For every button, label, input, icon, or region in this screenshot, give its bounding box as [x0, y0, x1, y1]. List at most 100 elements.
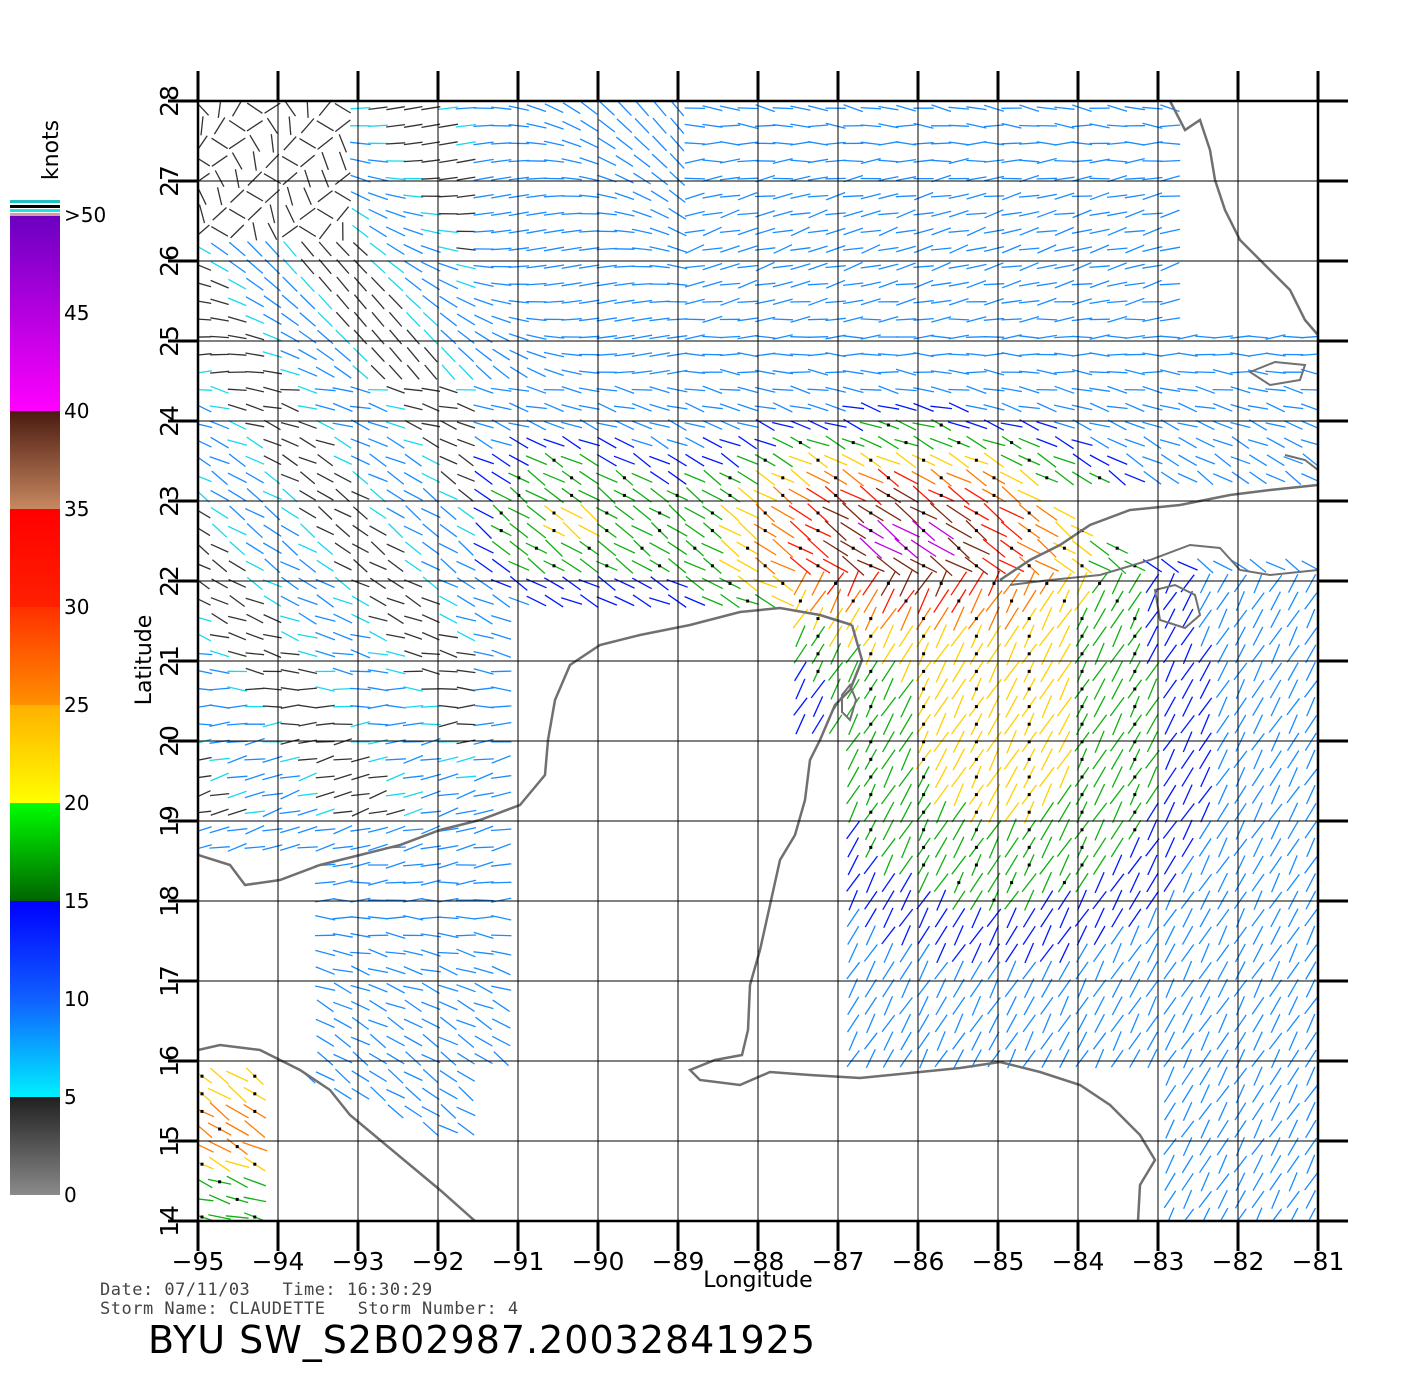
rain-flag-dot: [1027, 828, 1031, 832]
wind-vector: [405, 311, 421, 327]
wind-vector: [1071, 335, 1093, 339]
wind-vector: [299, 558, 317, 573]
wind-vector: [404, 632, 423, 640]
wind-vector: [918, 1048, 929, 1069]
wind-vector: [1177, 352, 1198, 357]
wind-vector: [1092, 979, 1107, 998]
wind-vector: [1058, 1031, 1070, 1051]
wind-vector: [597, 402, 617, 413]
wind-vector: [737, 317, 758, 322]
wind-vector: [789, 420, 811, 430]
wind-vector: [1163, 1050, 1177, 1068]
wind-vector: [440, 329, 457, 345]
wind-vector: [1142, 370, 1163, 374]
wind-vector: [1036, 318, 1058, 321]
rain-flag-dot: [974, 617, 978, 621]
wind-vector: [1018, 370, 1040, 374]
wind-vector: [386, 436, 405, 449]
wind-vector: [210, 543, 229, 553]
wind-vector: [198, 187, 207, 205]
wind-vector: [367, 722, 389, 726]
wind-vector: [334, 1034, 352, 1048]
wind-vector: [1018, 159, 1040, 163]
wind-vector: [1057, 1014, 1072, 1033]
wind-vector: [986, 908, 1002, 928]
wind-vector: [966, 192, 987, 200]
wind-vector: [809, 590, 827, 612]
wind-vector: [491, 298, 512, 305]
wind-vector: [1177, 334, 1198, 340]
wind-vector: [243, 1177, 267, 1187]
wind-vector: [368, 402, 388, 413]
wind-vector: [1017, 489, 1042, 502]
wind-vector: [719, 105, 741, 112]
wind-vector: [702, 123, 723, 128]
wind-vector: [1251, 733, 1265, 751]
wind-vector: [1265, 334, 1286, 340]
rain-flag-dot: [939, 423, 943, 427]
wind-vector: [793, 571, 808, 596]
wind-vector: [895, 176, 917, 182]
wind-vector: [473, 846, 494, 849]
wind-vector: [1253, 1119, 1263, 1139]
wind-vector: [332, 862, 354, 868]
wind-vector: [385, 825, 406, 834]
wind-vector: [614, 437, 635, 448]
wind-vector: [315, 404, 336, 411]
wind-vector: [596, 317, 618, 322]
wind-vector: [1230, 335, 1251, 339]
wind-vector: [226, 775, 248, 779]
wind-vector: [966, 316, 987, 323]
wind-vector: [351, 207, 370, 220]
wind-vector: [1234, 626, 1246, 646]
wind-vector: [314, 881, 336, 885]
wind-vector: [198, 353, 212, 356]
rain-flag-dot: [1027, 511, 1031, 515]
wind-vector: [806, 471, 830, 485]
rain-flag-dot: [957, 441, 961, 445]
wind-vector: [983, 229, 1005, 234]
wind-vector: [1106, 405, 1128, 410]
wind-vector: [334, 1068, 351, 1084]
wind-vector: [1036, 297, 1057, 306]
wind-vector: [369, 1033, 387, 1049]
isle-of-youth: [1153, 583, 1202, 630]
wind-vector: [966, 385, 987, 395]
wind-vector: [1054, 122, 1075, 129]
wind-vector: [667, 335, 688, 339]
wind-vector: [1041, 606, 1053, 631]
wind-vector: [421, 472, 441, 483]
wind-vector: [719, 124, 741, 128]
wind-vector: [984, 297, 1004, 306]
rain-flag-dot: [974, 775, 978, 779]
wind-vector: [1146, 1031, 1158, 1051]
wind-vector: [1290, 1207, 1299, 1221]
rain-flag-dot: [253, 1215, 257, 1219]
wind-vector: [543, 420, 565, 430]
wind-vector: [526, 282, 547, 286]
wind-vector: [491, 106, 512, 110]
wind-vector: [1196, 558, 1214, 574]
wind-vector: [825, 386, 846, 393]
rain-flag-dot: [1027, 705, 1031, 709]
wind-vector: [1094, 590, 1106, 612]
wind-vector: [883, 942, 894, 964]
wind-vector: [560, 455, 583, 465]
wind-vector: [1054, 335, 1075, 339]
wind-vector: [1088, 560, 1111, 572]
wind-vector: [579, 317, 600, 322]
wind-vector: [246, 259, 264, 274]
wind-vector: [198, 669, 213, 675]
wind-vector: [210, 335, 229, 339]
wind-vector: [614, 210, 635, 217]
wind-vector: [789, 520, 812, 541]
wind-vector: [1147, 943, 1158, 963]
wind-vector: [492, 365, 510, 380]
wind-vector: [1252, 1172, 1264, 1192]
wind-vector: [334, 436, 352, 449]
wind-vector: [951, 802, 967, 823]
wind-vector: [262, 844, 283, 851]
wind-vector: [670, 101, 685, 117]
wind-vector: [649, 352, 670, 358]
wind-vector: [509, 575, 528, 591]
